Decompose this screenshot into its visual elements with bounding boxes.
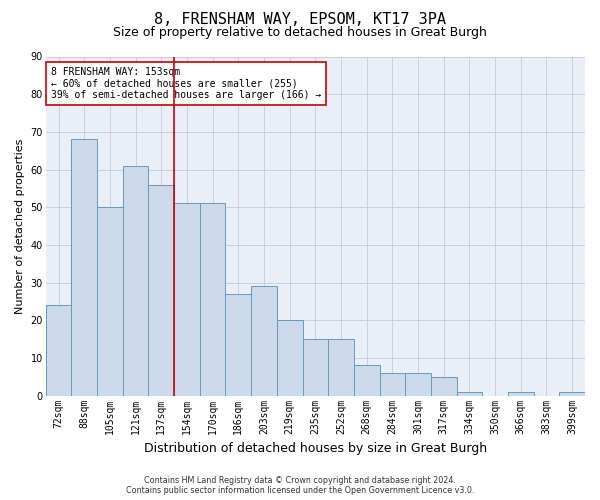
Y-axis label: Number of detached properties: Number of detached properties xyxy=(15,138,25,314)
Bar xyxy=(380,373,405,396)
X-axis label: Distribution of detached houses by size in Great Burgh: Distribution of detached houses by size … xyxy=(144,442,487,455)
Bar xyxy=(328,339,354,396)
Bar xyxy=(174,204,200,396)
Bar xyxy=(508,392,533,396)
Bar xyxy=(405,373,431,396)
Text: 8 FRENSHAM WAY: 153sqm
← 60% of detached houses are smaller (255)
39% of semi-de: 8 FRENSHAM WAY: 153sqm ← 60% of detached… xyxy=(51,66,322,100)
Bar xyxy=(457,392,482,396)
Text: 8, FRENSHAM WAY, EPSOM, KT17 3PA: 8, FRENSHAM WAY, EPSOM, KT17 3PA xyxy=(154,12,446,28)
Bar xyxy=(71,140,97,396)
Bar xyxy=(200,204,226,396)
Bar xyxy=(46,305,71,396)
Bar xyxy=(354,366,380,396)
Bar xyxy=(123,166,148,396)
Bar xyxy=(559,392,585,396)
Bar xyxy=(97,207,123,396)
Bar xyxy=(302,339,328,396)
Bar xyxy=(148,184,174,396)
Text: Contains HM Land Registry data © Crown copyright and database right 2024.
Contai: Contains HM Land Registry data © Crown c… xyxy=(126,476,474,495)
Text: Size of property relative to detached houses in Great Burgh: Size of property relative to detached ho… xyxy=(113,26,487,39)
Bar xyxy=(431,377,457,396)
Bar xyxy=(251,286,277,396)
Bar xyxy=(226,294,251,396)
Bar xyxy=(277,320,302,396)
